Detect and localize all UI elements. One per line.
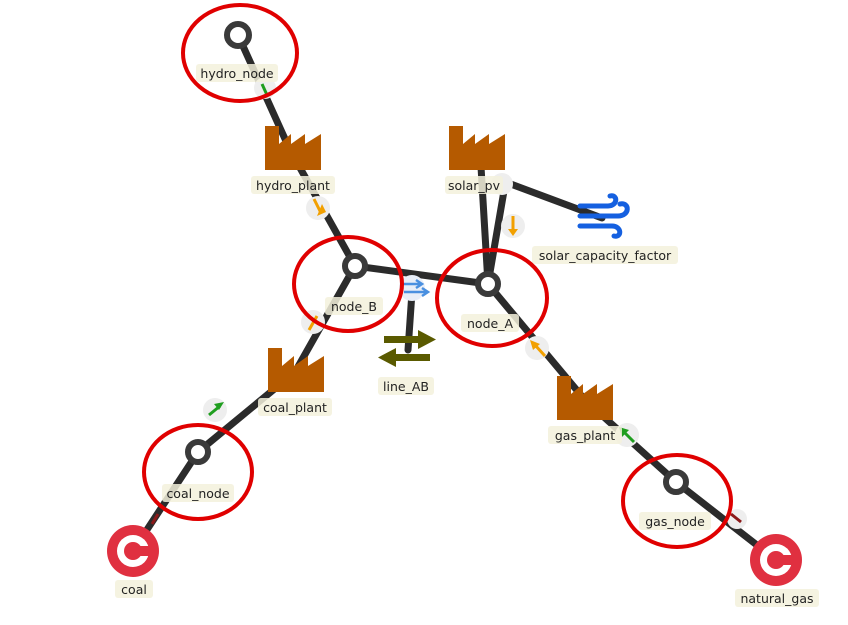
- natural-gas-commodity[interactable]: [750, 534, 802, 586]
- flow-arrow-gas-dark: [727, 509, 747, 529]
- coal-plant-unit[interactable]: [268, 348, 324, 392]
- flow-arrow-coal-out: [203, 398, 227, 422]
- label-coal-node: coal_node: [166, 486, 229, 501]
- factory-icon: [449, 126, 505, 170]
- commodity-c-icon: [107, 525, 159, 577]
- label-solar-pv: solar_pv: [448, 178, 501, 193]
- labels: hydro_node hydro_plant solar_pv solar_ca…: [115, 64, 819, 607]
- highlight-circle-node-b: [292, 235, 404, 333]
- factory-icon: [557, 376, 613, 420]
- flow-arrow-hydro-plant-in: [306, 196, 330, 220]
- ring-node-icon: [185, 439, 211, 465]
- solar-pv-unit[interactable]: [449, 126, 505, 170]
- label-natural-gas: natural_gas: [740, 591, 813, 606]
- flow-arrow-coal-dark: [150, 513, 160, 525]
- edge-node-b-node-a: [351, 262, 492, 288]
- solar-capacity-factor-parameter[interactable]: [577, 193, 630, 239]
- label-line-ab: line_AB: [383, 379, 429, 394]
- units: [265, 126, 613, 420]
- edge-solar-pv-node-a-1: [476, 146, 492, 288]
- hydro-node[interactable]: [224, 21, 252, 49]
- exchange-arrows-icon: [378, 330, 436, 367]
- node-b[interactable]: [342, 253, 368, 279]
- highlight-annotations: [142, 3, 733, 549]
- label-coal: coal: [121, 582, 147, 597]
- coal-commodity[interactable]: [107, 525, 159, 577]
- label-gas-node: gas_node: [645, 514, 705, 529]
- highlight-circle-node-a: [435, 248, 549, 348]
- factory-icon: [268, 348, 324, 392]
- edge-coal-plant-node-b: [291, 262, 359, 376]
- coal-node[interactable]: [185, 439, 211, 465]
- gas-node[interactable]: [663, 469, 689, 495]
- line-ab-connection[interactable]: [378, 330, 436, 367]
- label-node-b: node_B: [331, 299, 377, 314]
- label-coal-plant: coal_plant: [263, 400, 327, 415]
- ring-node-icon: [663, 469, 689, 495]
- label-hydro-node: hydro_node: [200, 66, 274, 81]
- label-gas-plant: gas_plant: [555, 428, 615, 443]
- nodes: [185, 21, 689, 495]
- edge-solar-pv-capacity-factor: [496, 176, 606, 222]
- edge-solar-pv-node-a-2: [484, 181, 509, 288]
- factory-icon: [265, 126, 321, 170]
- flow-arrow-solar-in: [501, 214, 525, 238]
- ring-node-icon: [342, 253, 368, 279]
- ring-node-icon: [224, 21, 252, 49]
- label-solar-capacity-factor: solar_capacity_factor: [539, 248, 672, 263]
- ring-node-icon: [475, 271, 501, 297]
- node-a[interactable]: [475, 271, 501, 297]
- highlight-circle-coal-node: [142, 423, 254, 521]
- gas-plant-unit[interactable]: [557, 376, 613, 420]
- wind-icon: [577, 193, 630, 239]
- label-hydro-plant: hydro_plant: [256, 178, 330, 193]
- flow-arrow-gas-plant-in: [525, 336, 549, 360]
- highlight-circle-gas-node: [621, 453, 733, 549]
- line-ab-flow-icon: [402, 278, 431, 298]
- label-node-a: node_A: [467, 316, 513, 331]
- hydro-plant-unit[interactable]: [265, 126, 321, 170]
- commodity-c-icon: [750, 534, 802, 586]
- highlight-circle-hydro-node: [181, 3, 299, 103]
